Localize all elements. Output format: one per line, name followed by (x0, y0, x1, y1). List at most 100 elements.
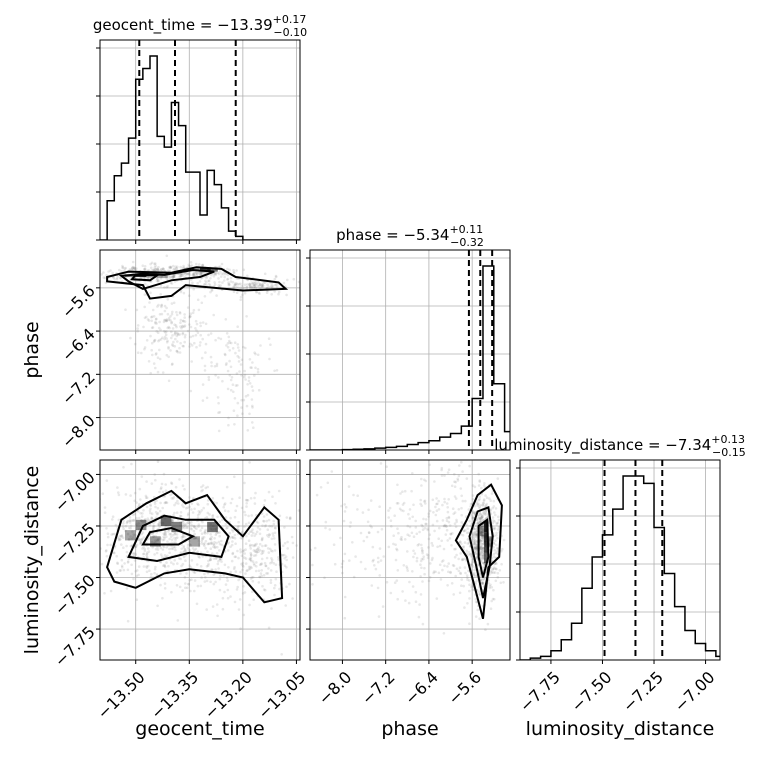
sample-point (142, 536, 146, 539)
sample-point (320, 536, 323, 539)
y-tick-label: −7.25 (51, 519, 99, 567)
sample-point (133, 342, 137, 346)
sample-point (231, 530, 235, 533)
sample-point (183, 524, 186, 527)
sample-point (258, 283, 262, 287)
sample-point (181, 332, 184, 336)
sample-point (436, 545, 439, 549)
sample-point (188, 496, 191, 499)
sample-point (481, 534, 484, 538)
sample-point (473, 540, 477, 544)
sample-point (117, 491, 120, 494)
sample-point (323, 576, 326, 580)
sample-point (297, 509, 300, 512)
sample-point (197, 540, 201, 543)
y-tick-label: −7.2 (58, 368, 99, 409)
sample-point (212, 313, 215, 317)
sample-point (153, 262, 156, 266)
sample-point (478, 516, 482, 520)
sample-point (423, 500, 426, 503)
sample-point (209, 556, 212, 559)
sample-point (260, 512, 264, 515)
sample-point (448, 524, 452, 527)
sample-point (120, 534, 124, 537)
sample-point (205, 281, 208, 284)
sample-point (173, 511, 176, 515)
sample-point (212, 545, 215, 549)
sample-point (411, 585, 415, 588)
sample-point (103, 511, 107, 514)
sample-point (226, 526, 229, 529)
sample-point (261, 285, 264, 288)
sample-point (232, 286, 236, 289)
sample-point (399, 492, 402, 495)
sample-point (262, 519, 265, 523)
sample-point (472, 511, 476, 514)
sample-point (274, 502, 277, 505)
sample-point (163, 329, 166, 333)
sample-point (428, 533, 432, 536)
sample-point (495, 547, 499, 550)
sample-point (481, 553, 485, 556)
sample-point (243, 510, 246, 514)
sample-point (256, 370, 260, 374)
sample-point (197, 525, 200, 528)
sample-point (170, 481, 173, 485)
sample-point (168, 276, 171, 280)
sample-point (198, 556, 201, 559)
sample-point (170, 363, 174, 366)
sample-point (229, 501, 233, 505)
sample-point (218, 265, 222, 268)
sample-point (240, 506, 244, 510)
sample-point (231, 383, 235, 387)
sample-point (266, 528, 270, 531)
sample-point (214, 533, 218, 537)
sample-point (480, 531, 484, 534)
sample-point (394, 543, 397, 546)
sample-point (199, 272, 203, 276)
sample-point (203, 542, 206, 545)
sample-point (440, 474, 444, 477)
sample-point (163, 563, 166, 567)
sample-point (206, 499, 210, 502)
sample-point (254, 569, 258, 573)
sample-point (159, 328, 162, 332)
sample-point (480, 551, 483, 554)
sample-point (203, 544, 206, 547)
sample-point (475, 547, 479, 551)
sample-point (142, 325, 145, 329)
sample-point (492, 571, 496, 574)
sample-point (237, 356, 241, 359)
sample-point (481, 561, 485, 565)
sample-point (467, 553, 470, 557)
hist-panel-luminosity_distance: luminosity_distance = −7.34+0.13 −0.15 (494, 433, 746, 664)
sample-point (207, 279, 210, 283)
sample-point (202, 506, 205, 510)
sample-point (481, 516, 484, 519)
sample-point (143, 305, 146, 309)
sample-point (167, 530, 170, 533)
sample-point (434, 513, 438, 517)
contour-level-2 (127, 514, 230, 563)
sample-point (155, 279, 159, 283)
sample-point (124, 529, 127, 533)
sample-point (226, 278, 229, 281)
sample-point (479, 553, 482, 556)
sample-point (286, 540, 289, 544)
sample-point (479, 531, 482, 534)
sample-point (172, 268, 175, 271)
sample-point (231, 552, 234, 556)
sample-point (199, 271, 203, 274)
sample-point (393, 581, 397, 584)
sample-point (255, 542, 258, 546)
grid (100, 460, 300, 660)
sample-point (476, 522, 480, 525)
sample-point (483, 576, 487, 579)
sample-point (204, 486, 208, 490)
sample-point (144, 494, 148, 498)
sample-point (181, 562, 185, 566)
sample-point (131, 260, 135, 264)
sample-point (119, 569, 122, 572)
sample-point (428, 463, 431, 467)
sample-point (471, 484, 475, 487)
